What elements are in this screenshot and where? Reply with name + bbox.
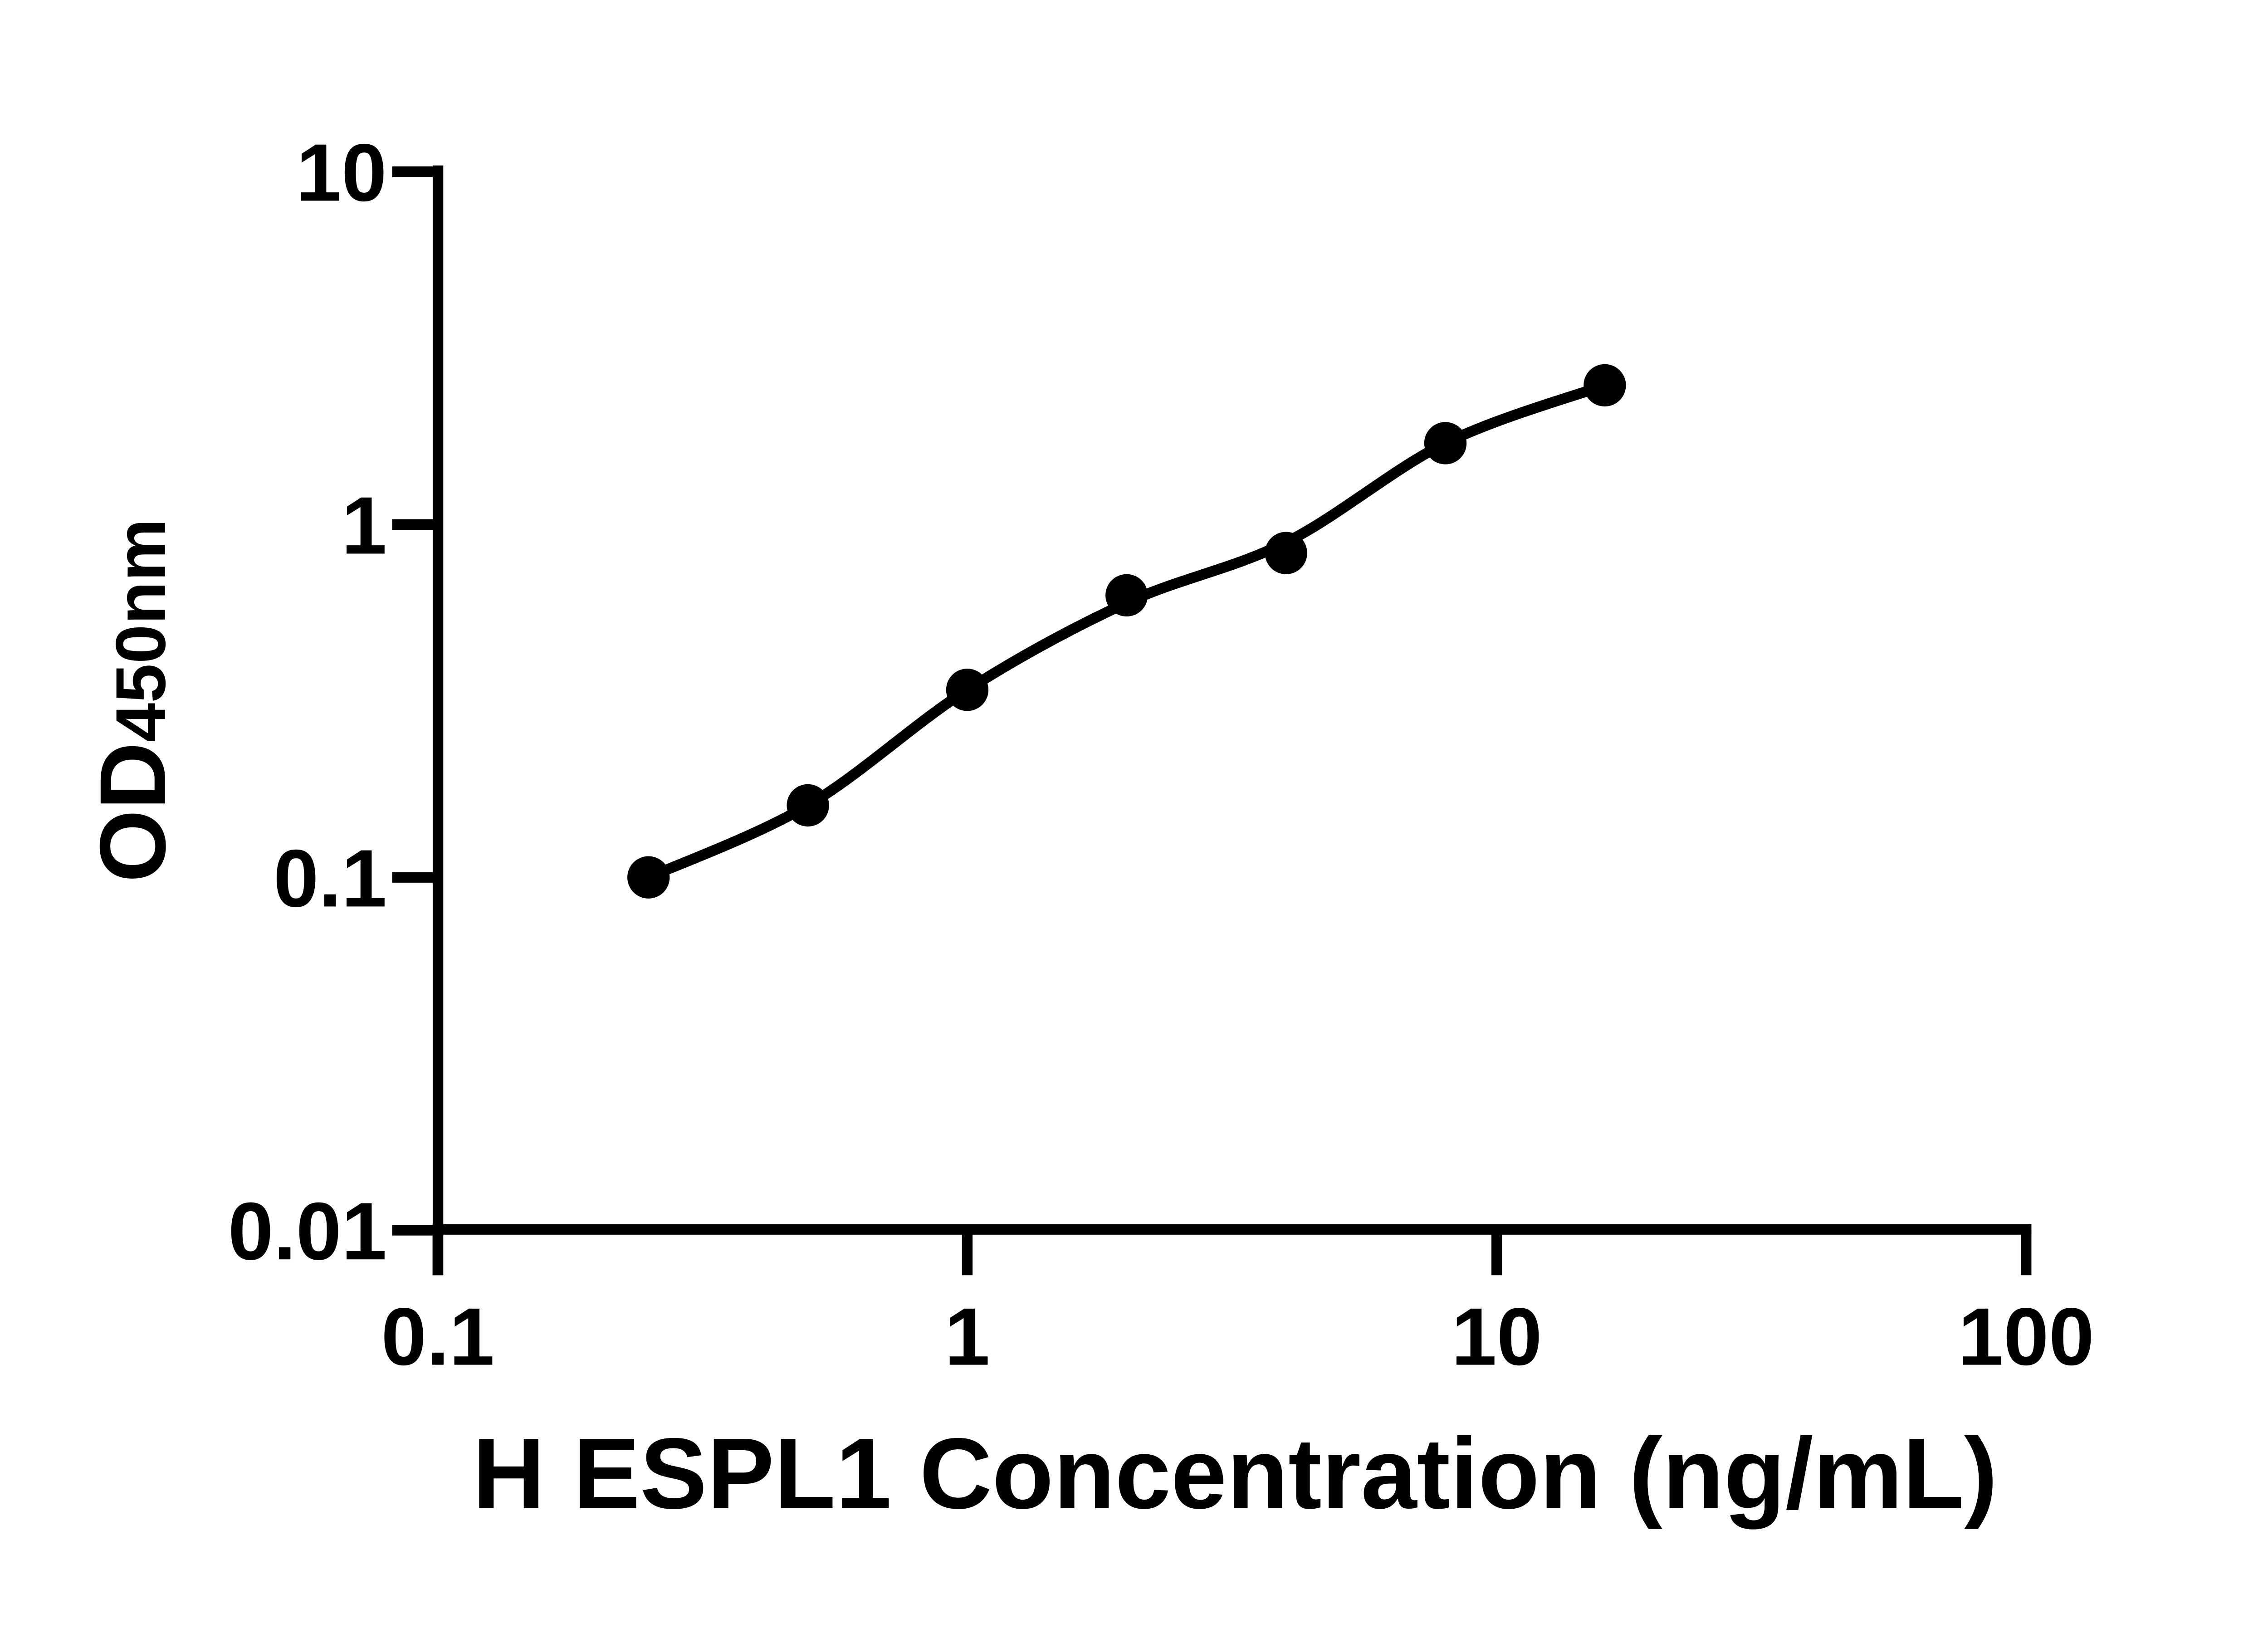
x-tick-label: 0.1	[381, 1291, 494, 1383]
data-point	[1424, 422, 1467, 464]
data-point	[1105, 574, 1148, 617]
x-tick-label: 1	[944, 1291, 990, 1383]
y-axis-title: OD450nm	[80, 518, 185, 882]
tick-labels: 10 1 0.1 0.01 0.1 1 10 100	[228, 127, 2094, 1383]
chart-background	[0, 22, 2268, 1611]
data-point	[946, 669, 989, 711]
y-tick-label: 0.1	[274, 833, 387, 924]
data-point	[627, 856, 670, 899]
data-series	[627, 364, 1626, 899]
y-tick-label: 0.01	[228, 1186, 387, 1277]
x-tick-label: 10	[1452, 1291, 1542, 1383]
data-point	[1584, 364, 1626, 407]
y-axis-title-main: OD	[80, 742, 185, 882]
data-point	[1265, 532, 1307, 574]
y-tick-label: 10	[296, 127, 387, 219]
tick-marks	[392, 166, 2032, 1276]
axes	[432, 165, 2032, 1276]
data-point	[787, 784, 829, 827]
y-axis-title-subscript: 450nm	[101, 518, 180, 742]
x-axis-title: H ESPL1 Concentration (ng/mL)	[473, 1417, 1998, 1530]
y-tick-label: 1	[342, 480, 387, 571]
x-tick-label: 100	[1958, 1291, 2094, 1383]
